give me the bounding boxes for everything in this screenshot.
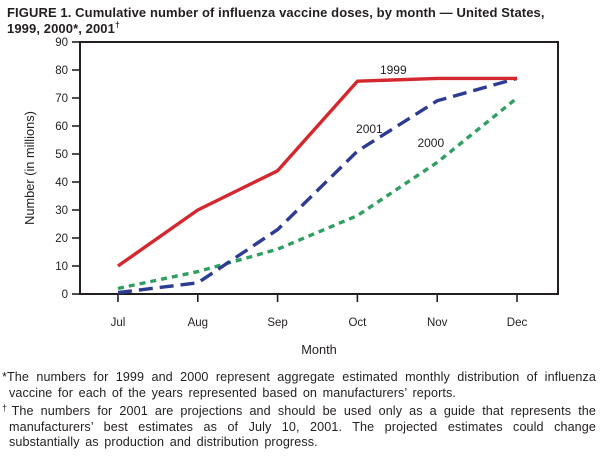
footnote-asterisk-marker: * <box>2 370 8 384</box>
figure-title: FIGURE 1. Cumulative number of influenza… <box>0 0 603 37</box>
series-line-1999 <box>117 76 517 268</box>
x-axis-tick-label: Nov <box>427 317 448 329</box>
y-axis-tick-label: 30 <box>55 205 68 217</box>
x-axis-tick-label: Jul <box>111 317 126 329</box>
title-dagger-superscript: † <box>114 19 120 30</box>
y-axis-tick-label: 60 <box>55 121 68 133</box>
series-line-2000 <box>117 96 519 291</box>
y-axis-tick-label: 10 <box>55 261 68 273</box>
x-axis-tick-label: Sep <box>267 317 287 329</box>
x-axis-tick-label: Aug <box>188 317 208 329</box>
x-axis-tick-label: Dec <box>507 317 528 329</box>
figure-title-line1: FIGURE 1. Cumulative number of influenza… <box>7 5 545 20</box>
series-label-2000: 2000 <box>417 136 444 150</box>
figure-title-line2: 1999, 2000*, 2001 <box>7 21 115 36</box>
figure-chart: 0 10 20 30 40 50 60 70 80 90 Jul Aug Sep Oct Nov Dec Mon… <box>22 37 559 357</box>
y-axis-tick-label: 90 <box>55 37 68 49</box>
series-label-1999: 1999 <box>380 63 407 77</box>
y-axis-tick-label: 50 <box>55 149 68 161</box>
y-axis-tick-label: 70 <box>55 93 68 105</box>
footnote-dagger: † The numbers for 2001 are projections an… <box>2 401 596 451</box>
y-axis-tick-label: 40 <box>55 177 68 189</box>
series-line-2001 <box>117 76 518 295</box>
footnote-asterisk: *The numbers for 1999 and 2000 represent… <box>2 370 596 401</box>
chart-area: 0 10 20 30 40 50 60 70 80 90 Jul Aug Sep Oct Nov Dec Mon… <box>0 37 603 364</box>
footnote-dagger-text: The numbers for 2001 are projections and… <box>9 404 596 450</box>
x-axis-tick-label: Oct <box>348 317 367 329</box>
footnote-dagger-marker: † <box>2 403 9 414</box>
y-axis-tick-label: 20 <box>55 233 68 245</box>
y-axis-title: Number (in millions) <box>22 111 37 225</box>
y-axis-tick-label: 80 <box>55 65 68 77</box>
y-axis-tick-label: 0 <box>62 289 68 301</box>
footnote-asterisk-text: The numbers for 1999 and 2000 represent … <box>7 370 596 400</box>
figure-footnotes: *The numbers for 1999 and 2000 represent… <box>2 370 596 451</box>
x-axis-title: Month <box>301 342 337 357</box>
plot-border <box>79 41 559 295</box>
series-label-2001: 2001 <box>356 122 383 136</box>
